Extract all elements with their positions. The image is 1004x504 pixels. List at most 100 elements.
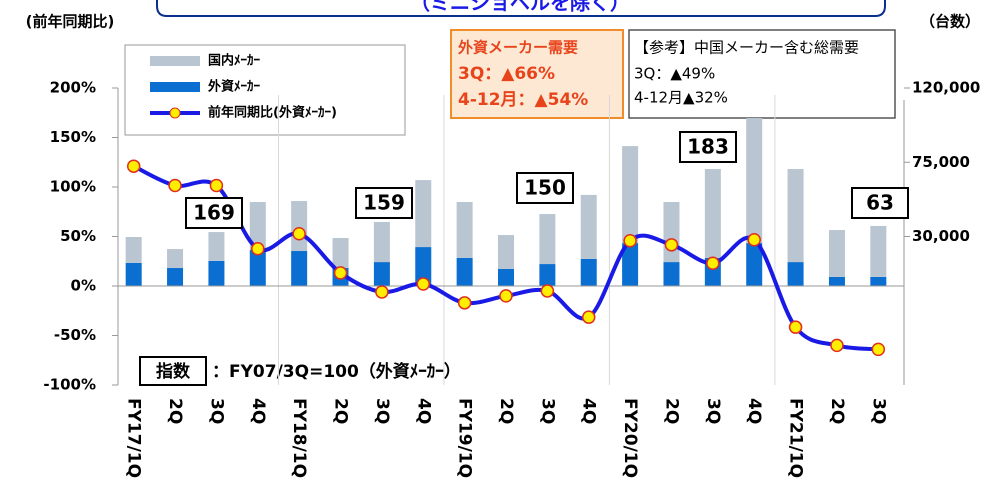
- x-tick-label: 2Q: [331, 398, 351, 424]
- legend-label: 前年同期比(外資ﾒｰｶｰ): [208, 105, 337, 121]
- y-tick-label: 150%: [50, 128, 96, 146]
- marker: [664, 238, 679, 252]
- index-label-box: [185, 197, 243, 229]
- legend-swatch: [150, 56, 200, 66]
- bar: [415, 247, 432, 286]
- bar: [539, 264, 556, 286]
- foreign-box: [450, 29, 624, 119]
- bar: [622, 243, 639, 286]
- x-tick-label: 4Q: [413, 398, 433, 424]
- index-note-box-text: 指数: [156, 361, 191, 382]
- legend-swatch: [150, 82, 200, 92]
- total-box: [628, 29, 896, 119]
- marker: [292, 226, 306, 241]
- bar: [415, 180, 432, 248]
- bar: [870, 276, 887, 286]
- bar: [167, 268, 184, 286]
- bar: [373, 262, 390, 286]
- total-box-line: 4-12月▲32%: [634, 89, 728, 107]
- subtitle: （ミニショベルを除く）: [410, 0, 630, 15]
- bar: [663, 202, 680, 263]
- marker: [251, 242, 265, 256]
- bar: [828, 230, 845, 277]
- y-tick-label: 100%: [50, 178, 96, 196]
- bar: [249, 202, 266, 251]
- subtitle-box: [156, 0, 886, 17]
- index-label: 183: [687, 135, 729, 159]
- x-tick-label: 2Q: [661, 398, 681, 424]
- marker: [747, 233, 761, 247]
- y-tick-label: -50%: [54, 326, 96, 344]
- marker: [499, 289, 513, 303]
- index-label: 169: [193, 201, 235, 225]
- marker: [126, 159, 141, 173]
- marker: [209, 178, 224, 193]
- marker: [333, 266, 348, 280]
- y-tick-label: 50%: [60, 227, 96, 245]
- bar: [787, 169, 804, 263]
- bar: [580, 194, 597, 259]
- bar: [332, 237, 349, 268]
- index-label-box: [679, 131, 737, 163]
- bar: [291, 251, 308, 286]
- bar: [828, 276, 845, 286]
- marker: [168, 178, 182, 193]
- marker: [581, 310, 596, 324]
- legend-label: 外資ﾒｰｶｰ: [207, 79, 261, 95]
- y-tick-label: 0%: [71, 277, 96, 295]
- x-tick-label: FY19/1Q: [455, 398, 475, 478]
- x-tick-label: FY20/1Q: [620, 398, 640, 478]
- bar: [663, 262, 680, 286]
- bar: [373, 221, 390, 263]
- bar: [870, 225, 887, 277]
- bar: [125, 262, 142, 286]
- x-tick-label: 4Q: [248, 398, 268, 424]
- bar: [208, 260, 225, 286]
- x-tick-label: 4Q: [744, 398, 764, 424]
- index-label-box: [851, 187, 909, 219]
- index-label: 159: [363, 191, 405, 215]
- x-tick-label: 2Q: [827, 398, 847, 424]
- bar: [539, 214, 556, 265]
- legend: 国内ﾒｰｶｰ 外資ﾒｰｶｰ 前年同期比(外資ﾒｰｶｰ): [150, 53, 337, 121]
- x-tick-label: 4Q: [579, 398, 599, 424]
- total-box-line: 【参考】中国メーカー含む総需要: [634, 39, 859, 57]
- marker: [830, 338, 844, 353]
- marker: [540, 284, 555, 298]
- bar: [456, 202, 473, 258]
- x-tick-label: 3Q: [868, 398, 888, 424]
- x-tick-label: 3Q: [372, 398, 392, 424]
- bar: [580, 258, 597, 286]
- x-tick-label: 3Q: [703, 398, 723, 424]
- x-tick-label: FY18/1Q: [289, 398, 309, 478]
- index-note-box: [139, 356, 207, 386]
- bar: [746, 243, 763, 286]
- y2-tick-label: 120,000: [912, 79, 980, 97]
- marker: [375, 285, 389, 299]
- index-label: 150: [524, 176, 566, 200]
- x-tick-label: 2Q: [165, 398, 185, 424]
- x-tick-label: 3Q: [537, 398, 557, 424]
- x-tick-label: 2Q: [496, 398, 516, 424]
- index-label: 63: [866, 191, 894, 215]
- marker: [871, 342, 886, 357]
- marker: [788, 320, 803, 334]
- foreign-box-line: 外資メーカー需要: [457, 39, 578, 57]
- bar: [498, 235, 514, 270]
- bar: [622, 146, 639, 244]
- bar: [208, 232, 225, 261]
- marker: [706, 256, 720, 270]
- x-tick-label: 3Q: [206, 398, 226, 424]
- bar: [498, 269, 514, 286]
- y2-tick-label: 30,000: [912, 227, 970, 245]
- y-axis-label: (前年同期比): [26, 13, 115, 31]
- y-tick-label: 200%: [50, 79, 96, 97]
- index-label-box: [516, 172, 574, 204]
- foreign-box-line: 3Q：▲66%: [458, 64, 555, 84]
- bar: [746, 118, 763, 244]
- bar: [704, 169, 721, 258]
- legend-label: 国内ﾒｰｶｰ: [208, 53, 261, 69]
- bar: [291, 201, 308, 252]
- marker: [623, 234, 637, 248]
